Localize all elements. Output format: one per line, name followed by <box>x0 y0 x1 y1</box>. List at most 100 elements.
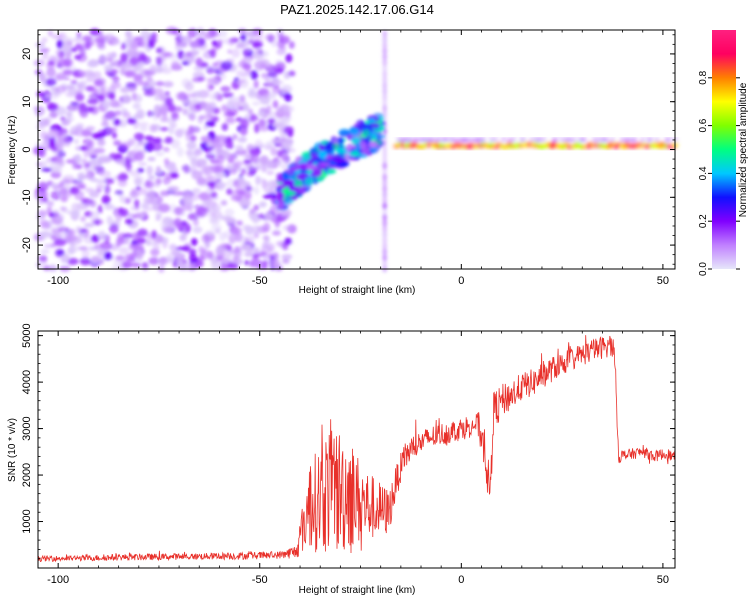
heatmap-blob <box>271 139 283 144</box>
heatmap-blob <box>263 212 274 221</box>
heatmap-blob <box>198 115 205 120</box>
heatmap-blob <box>79 47 86 57</box>
heatmap-blob <box>267 79 275 89</box>
heatmap-blob <box>258 201 267 208</box>
heatmap-blob <box>537 138 543 142</box>
heatmap-blob <box>166 252 173 261</box>
heatmap-blob <box>82 35 93 42</box>
heatmap-blob <box>270 148 279 156</box>
heatmap-blob <box>155 56 163 67</box>
heatmap-blob <box>211 224 223 231</box>
heatmap-blob <box>288 70 296 77</box>
heatmap-blob <box>226 188 233 195</box>
heatmap-blob <box>90 132 100 139</box>
heatmap-blob <box>260 163 268 173</box>
heatmap-blob <box>198 38 206 46</box>
heatmap-blob <box>243 49 249 56</box>
heatmap-blob <box>242 63 252 71</box>
heatmap-blob <box>127 213 135 218</box>
heatmap-blob <box>259 63 268 70</box>
heatmap-blob <box>87 71 93 78</box>
heatmap-blob <box>125 198 131 204</box>
heatmap-blob <box>193 127 200 133</box>
heatmap-blob <box>124 70 136 78</box>
heatmap-blob <box>152 88 164 96</box>
heatmap-blob <box>61 253 70 263</box>
heatmap-blob <box>196 259 204 268</box>
heatmap-blob <box>50 147 58 152</box>
heatmap-blob <box>91 88 100 94</box>
heatmap-blob <box>227 49 233 54</box>
heatmap-blob <box>481 138 486 142</box>
heatmap-blob <box>238 136 248 143</box>
heatmap-blob <box>286 130 294 138</box>
snr-frame <box>37 330 676 569</box>
heatmap-blob <box>39 47 50 53</box>
heatmap-blob <box>251 101 261 106</box>
heatmap-blob <box>78 184 87 189</box>
heatmap-blob <box>229 249 241 254</box>
heatmap-blob <box>285 53 293 63</box>
heatmap-blob <box>193 149 203 156</box>
heatmap-blob <box>179 234 187 242</box>
heatmap-blob <box>529 138 535 142</box>
heatmap-blob <box>382 53 388 61</box>
heatmap-blob <box>237 41 245 48</box>
heatmap-blob <box>81 249 90 259</box>
heatmap-blob <box>139 125 148 132</box>
colorbar-tick-label: 0.4 <box>698 166 709 180</box>
heatmap-blob <box>271 86 281 95</box>
heatmap-blob <box>382 259 388 267</box>
heatmap-blob <box>146 76 153 82</box>
heatmap-blob <box>151 141 163 152</box>
heatmap-blob <box>144 191 156 199</box>
heatmap-blob <box>507 138 512 142</box>
heatmap-blob <box>118 246 130 255</box>
heatmap-blob <box>119 208 129 217</box>
heatmap-blob <box>201 233 210 244</box>
heatmap-blob <box>253 204 260 211</box>
heatmap-blob <box>654 138 660 142</box>
heatmap-blob <box>50 110 56 117</box>
heatmap-blob <box>382 47 388 55</box>
heatmap-blob <box>114 189 124 195</box>
heatmap-blob <box>40 131 49 140</box>
heatmap-blob <box>98 54 107 64</box>
heatmap-blob <box>95 179 106 184</box>
heatmap-blob <box>251 253 260 260</box>
heatmap-blob <box>559 138 565 142</box>
heatmap-blob <box>164 136 174 144</box>
heatmap-blob <box>101 121 110 127</box>
heatmap-blob <box>382 179 388 187</box>
heatmap-blob <box>191 192 200 201</box>
heatmap-blob <box>192 226 203 234</box>
heatmap-blob <box>190 158 197 167</box>
heatmap-blob <box>38 255 48 262</box>
heatmap-blob <box>39 72 47 83</box>
heatmap-blob <box>271 159 284 164</box>
x-tick-label: 0 <box>458 275 464 287</box>
heatmap-blob <box>45 93 51 99</box>
heatmap-blob <box>155 81 165 87</box>
heatmap-blob <box>112 75 120 84</box>
heatmap-blob <box>382 156 388 164</box>
heatmap-blob <box>266 170 275 176</box>
colorbar-gradient <box>712 30 736 269</box>
y-tick-label: 3000 <box>21 416 33 440</box>
heatmap-blob <box>236 220 243 226</box>
heatmap-blob <box>382 30 388 38</box>
heatmap-blob <box>281 242 289 251</box>
heatmap-blob <box>57 52 66 59</box>
heatmap-blob <box>266 181 277 190</box>
heatmap-blob <box>300 153 312 161</box>
heatmap-blob <box>90 234 100 243</box>
heatmap-blob <box>170 64 183 71</box>
heatmap-blob <box>149 124 158 133</box>
heatmap-blob <box>281 171 289 181</box>
heatmap-blob <box>209 49 217 58</box>
heatmap-blob <box>46 201 54 208</box>
heatmap-blob <box>382 202 388 210</box>
heatmap-blob <box>159 126 169 132</box>
